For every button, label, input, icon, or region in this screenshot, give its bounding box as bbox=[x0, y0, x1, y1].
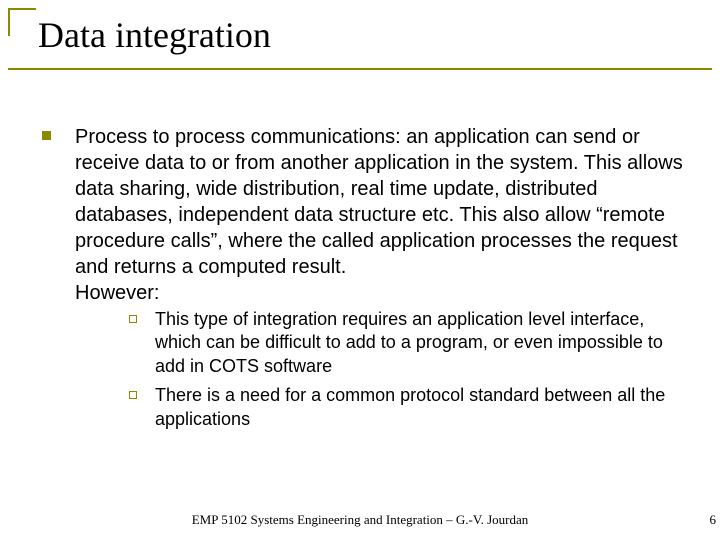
sub-list-item: This type of integration requires an app… bbox=[129, 308, 690, 378]
list-item: Process to process communications: an ap… bbox=[42, 124, 690, 437]
slide-body: Process to process communications: an ap… bbox=[42, 124, 690, 443]
hollow-square-bullet-icon bbox=[129, 391, 137, 399]
page-number: 6 bbox=[710, 512, 717, 528]
slide: Data integration Process to process comm… bbox=[0, 0, 720, 540]
slide-title: Data integration bbox=[38, 14, 271, 56]
however-label: However: bbox=[75, 280, 690, 306]
sub-item-text: This type of integration requires an app… bbox=[155, 308, 690, 378]
sub-list-item: There is a need for a common protocol st… bbox=[129, 384, 690, 431]
list-item-content: Process to process communications: an ap… bbox=[75, 124, 690, 437]
sub-item-text: There is a need for a common protocol st… bbox=[155, 384, 690, 431]
sub-list: This type of integration requires an app… bbox=[129, 308, 690, 431]
hollow-square-bullet-icon bbox=[129, 315, 137, 323]
body-text: Process to process communications: an ap… bbox=[75, 124, 690, 280]
title-underline bbox=[8, 68, 712, 70]
square-bullet-icon bbox=[42, 131, 51, 140]
slide-footer: EMP 5102 Systems Engineering and Integra… bbox=[0, 512, 720, 528]
corner-decoration bbox=[8, 8, 36, 36]
